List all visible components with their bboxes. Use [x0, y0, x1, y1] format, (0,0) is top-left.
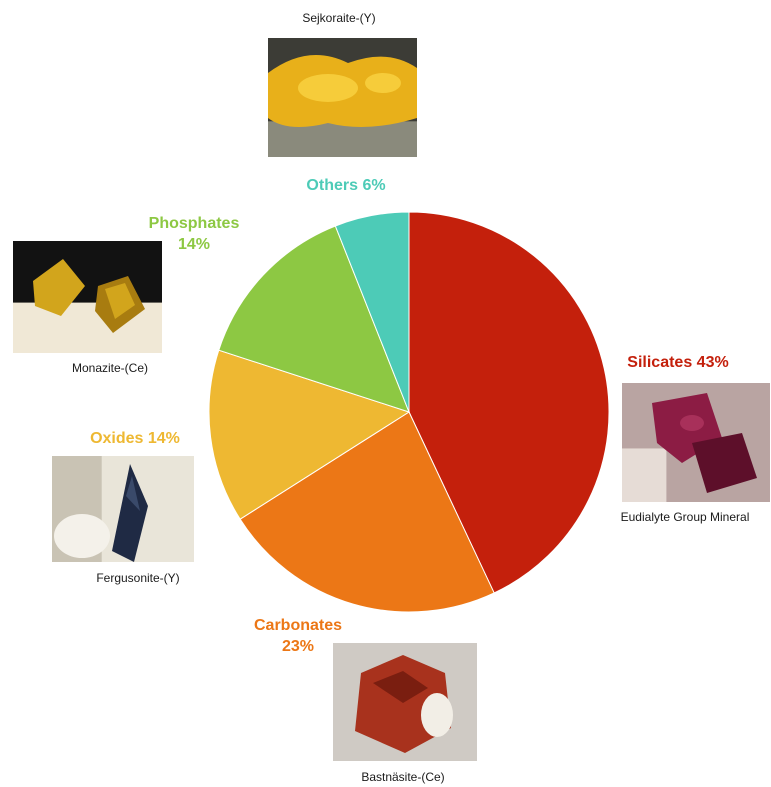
bastnasite-photo	[333, 643, 477, 761]
photo-caption-sejkoraite-y: Sejkoraite-(Y)	[302, 11, 375, 25]
slice-label-others: Others 6%	[306, 177, 385, 194]
slice-label-phosphates: Phosphates 14%	[149, 215, 240, 253]
sejkoraite-photo	[268, 38, 417, 157]
slice-label-line: Silicates 43%	[627, 354, 728, 371]
photo-caption-eudialyte-group-mineral: Eudialyte Group Mineral	[621, 510, 750, 524]
slice-label-line: Others 6%	[306, 177, 385, 194]
photo-caption-bastnasite-ce: Bastnäsite-(Ce)	[361, 770, 444, 784]
photo-caption-monazite-ce: Monazite-(Ce)	[72, 361, 148, 375]
eudialyte-photo	[622, 383, 770, 502]
monazite-photo	[13, 241, 162, 353]
slice-label-oxides: Oxides 14%	[90, 430, 180, 447]
slice-label-line: Oxides 14%	[90, 430, 180, 447]
slice-label-carbonates: Carbonates 23%	[254, 617, 342, 655]
slice-label-silicates: Silicates 43%	[627, 354, 728, 371]
slice-label-line: Carbonates	[254, 617, 342, 634]
pie-chart	[209, 212, 609, 612]
slice-label-line: 14%	[178, 236, 210, 253]
slice-label-line: Phosphates	[149, 215, 240, 232]
fergusonite-photo	[52, 456, 194, 562]
slice-label-line: 23%	[282, 638, 314, 655]
photo-caption-fergusonite-y: Fergusonite-(Y)	[96, 571, 179, 585]
